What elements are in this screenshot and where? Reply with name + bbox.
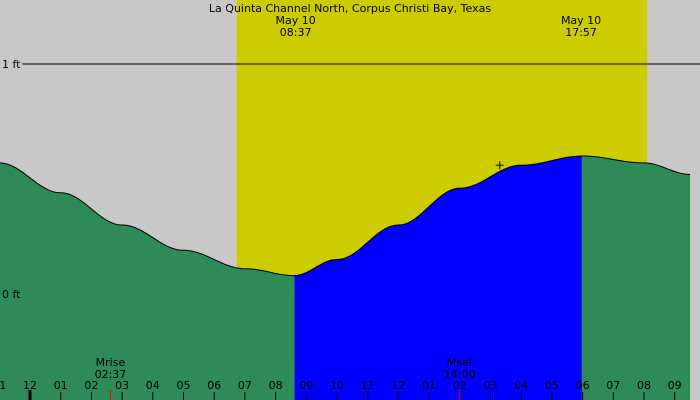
x-tick-label-10: 09 xyxy=(299,379,313,392)
x-tick-label-3: 02 xyxy=(84,379,98,392)
sunrise-date-label: May 10 xyxy=(275,14,315,27)
x-tick-label-0: 11 xyxy=(0,379,6,392)
y-label-0ft: 0 ft xyxy=(2,288,21,301)
x-tick-label-20: 07 xyxy=(606,379,620,392)
tide-curve xyxy=(0,155,691,277)
moonrise-time-label: 02:37 xyxy=(95,368,127,381)
moonset-label: Mset xyxy=(447,356,474,369)
sunrise-time-label: 08:37 xyxy=(280,26,312,39)
x-tick-label-15: 02 xyxy=(453,379,467,392)
x-tick-label-11: 10 xyxy=(330,379,344,392)
moon-visible-tide-area xyxy=(294,156,582,400)
x-tick-label-13: 12 xyxy=(391,379,405,392)
x-tick-label-21: 08 xyxy=(637,379,651,392)
x-tick-label-12: 11 xyxy=(361,379,375,392)
x-tick-label-1: 12 xyxy=(23,379,37,392)
x-tick-label-17: 04 xyxy=(514,379,528,392)
x-tick-label-4: 03 xyxy=(115,379,129,392)
x-tick-label-8: 07 xyxy=(238,379,252,392)
x-tick-label-19: 06 xyxy=(576,379,590,392)
moonset-time-label: 14:00 xyxy=(444,368,476,381)
x-tick-label-22: 09 xyxy=(668,379,682,392)
sunset-date-label: May 10 xyxy=(561,14,601,27)
x-tick-label-18: 05 xyxy=(545,379,559,392)
now-marker xyxy=(495,161,504,170)
x-tick-label-2: 01 xyxy=(54,379,68,392)
x-tick-label-6: 05 xyxy=(177,379,191,392)
x-tick-label-14: 01 xyxy=(422,379,436,392)
sunset-time-label: 17:57 xyxy=(565,26,597,39)
x-tick-label-5: 04 xyxy=(146,379,160,392)
x-tick-label-9: 08 xyxy=(269,379,283,392)
chart-title: La Quinta Channel North, Corpus Christi … xyxy=(209,2,491,15)
chart-labels: La Quinta Channel North, Corpus Christi … xyxy=(2,2,601,381)
moonrise-label: Mrise xyxy=(96,356,126,369)
x-tick-label-7: 06 xyxy=(207,379,221,392)
y-label-1ft: 1 ft xyxy=(2,58,21,71)
x-axis-ticks: 11 12 01 02 03 04 05 06 07 08 09 10 11 12 01 02 03 04 05 06… xyxy=(0,379,682,400)
x-tick-label-16: 03 xyxy=(484,379,498,392)
